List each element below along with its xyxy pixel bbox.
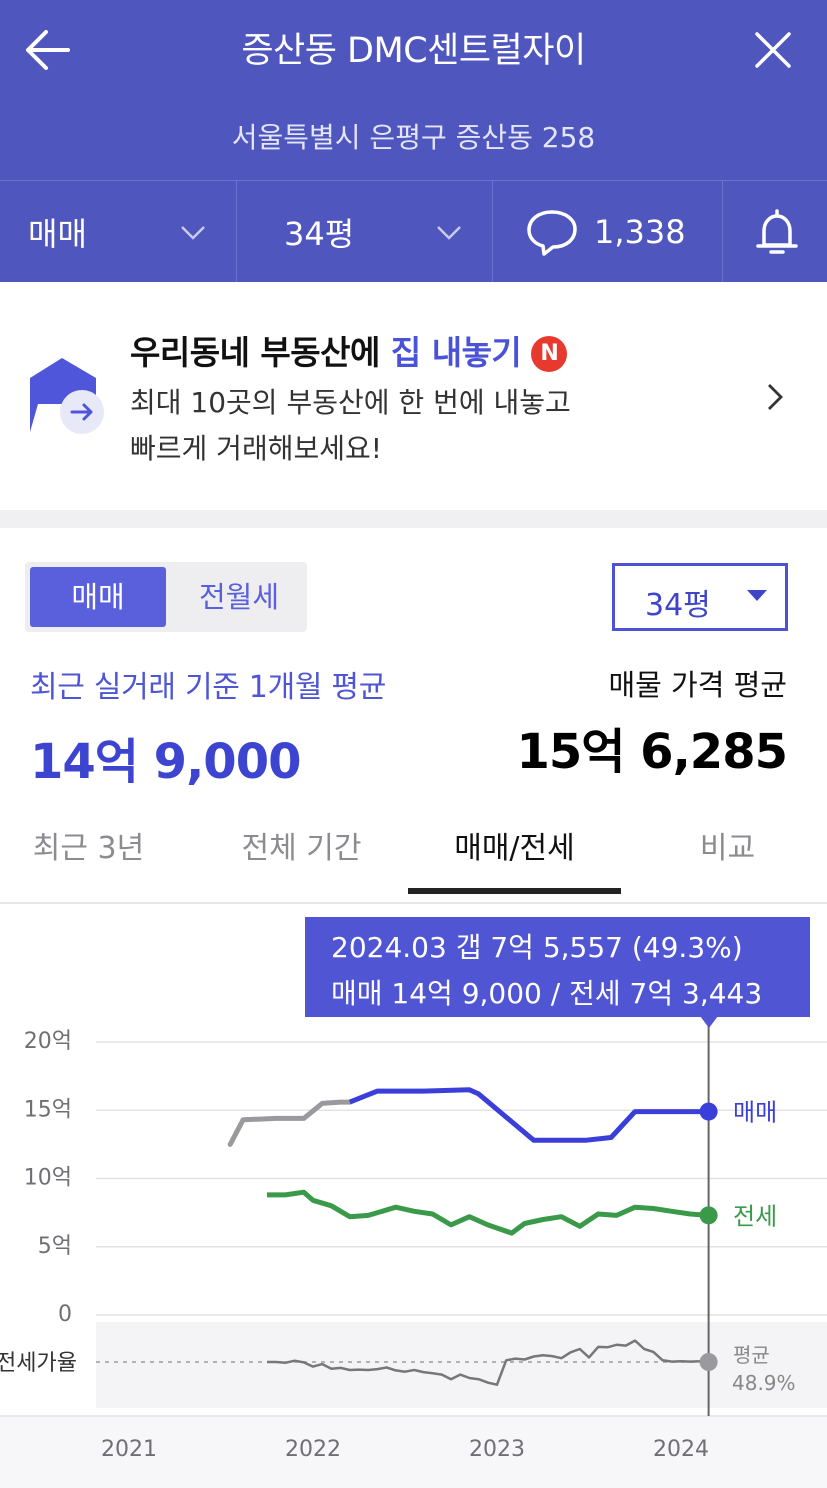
tab-recent-3y[interactable]: 최근 3년: [32, 831, 145, 866]
x-axis-band: [0, 1416, 827, 1488]
address: 서울특별시 은평구 증산동 258: [231, 121, 596, 154]
promo-title-text: 우리동네 부동산에: [130, 333, 391, 372]
tab-all-period[interactable]: 전체 기간: [241, 831, 362, 866]
avg-price-label: 최근 실거래 기준 1개월 평균: [30, 670, 387, 705]
y-tick-label: 20억: [24, 1029, 72, 1054]
divider: [722, 181, 723, 282]
jeonse-series-label: 전세: [733, 1202, 777, 1230]
promo-desc-line: 빠르게 거래해보세요!: [130, 432, 382, 465]
new-badge: N: [531, 336, 568, 372]
y-tick-label: 5억: [38, 1234, 72, 1259]
x-tick-label: 2021: [101, 1437, 157, 1462]
section-divider: [0, 510, 827, 528]
promo-title-highlight: 집 내놓기: [390, 333, 522, 372]
chevron-down-icon: [437, 226, 461, 240]
jeonse-end-marker: [699, 1206, 718, 1225]
promo-description: 최대 10곳의 부동산에 한 번에 내놓고 빠르게 거래해보세요!: [130, 380, 571, 472]
asking-price-label: 매물 가격 평균: [608, 668, 787, 702]
page-title: 증산동 DMC센트럴자이: [241, 31, 586, 71]
sale-series-label: 매매: [733, 1099, 777, 1127]
notification-button[interactable]: [752, 181, 802, 282]
y-tick-label: 0: [58, 1302, 72, 1327]
ratio-end-marker: [699, 1353, 718, 1371]
size-select-value: 34평: [645, 588, 711, 623]
trade-type-label: 매매: [28, 214, 87, 253]
sale-end-marker: [699, 1102, 718, 1121]
avg-price-value: 14억 9,000: [30, 734, 301, 790]
app-header: 증산동 DMC센트럴자이 서울특별시 은평구 증산동 258 매매 34평 1,…: [0, 0, 827, 282]
jeonse-series-line: [267, 1189, 709, 1236]
y-tick-label: 15억: [24, 1097, 72, 1122]
period-tabs: 최근 3년 전체 기간 매매/전세 비교: [0, 808, 827, 904]
header-filter-bar: 매매 34평 1,338: [0, 180, 827, 282]
sell-promo-banner[interactable]: 우리동네 부동산에 집 내놓기 N 최대 10곳의 부동산에 한 번에 내놓고 빠…: [0, 282, 827, 510]
x-tick-label: 2023: [469, 1437, 525, 1462]
sale-series-line: [348, 1087, 709, 1143]
tab-compare[interactable]: 비교: [699, 831, 756, 866]
ratio-avg-label: 평균: [733, 1343, 770, 1367]
size-select[interactable]: 34평: [612, 563, 788, 631]
close-icon[interactable]: [753, 30, 793, 70]
comment-count: 1,338: [594, 212, 686, 251]
tooltip-line: 매매 14억 9,000 / 전세 7억 3,443: [331, 977, 763, 1010]
segment-rent[interactable]: 전월세: [198, 580, 280, 614]
comments-button[interactable]: 1,338: [526, 181, 696, 282]
size-label: 34평: [284, 214, 355, 253]
back-arrow-icon[interactable]: [24, 28, 72, 72]
active-tab-indicator: [408, 888, 621, 894]
divider: [492, 181, 493, 282]
ratio-band: [96, 1322, 827, 1408]
tooltip-line: 2024.03 갭 7억 5,557 (49.3%): [331, 931, 743, 964]
trade-type-dropdown[interactable]: 매매: [28, 181, 208, 282]
chevron-down-icon: [181, 226, 205, 240]
chart-tooltip: 2024.03 갭 7억 5,557 (49.3%) 매매 14억 9,000 …: [305, 917, 810, 1017]
asking-price-value: 15억 6,285: [516, 724, 788, 780]
x-tick-label: 2022: [285, 1437, 341, 1462]
promo-desc-line: 최대 10곳의 부동산에 한 번에 내놓고: [130, 386, 571, 419]
caret-down-icon: [747, 590, 767, 601]
speech-bubble-icon: [527, 209, 577, 256]
trade-segment-control: 매매 전월세: [25, 562, 307, 632]
size-dropdown[interactable]: 34평: [284, 181, 464, 282]
ratio-axis-label: 전세가율: [0, 1351, 77, 1376]
chevron-right-icon: [768, 384, 783, 410]
sale-history-line: [227, 1099, 353, 1147]
house-upload-icon: [30, 358, 104, 434]
segment-sale[interactable]: 매매: [30, 567, 166, 627]
y-tick-label: 10억: [24, 1166, 72, 1191]
tooltip-arrow: [700, 1016, 718, 1028]
tab-sale-jeonse[interactable]: 매매/전세: [454, 831, 575, 866]
ratio-avg-value: 48.9%: [732, 1371, 796, 1395]
promo-title: 우리동네 부동산에 집 내놓기 N: [130, 326, 568, 374]
ratio-series-line: [267, 1339, 709, 1386]
divider: [236, 181, 237, 282]
x-tick-label: 2024: [653, 1437, 709, 1462]
bell-icon: [756, 208, 798, 254]
